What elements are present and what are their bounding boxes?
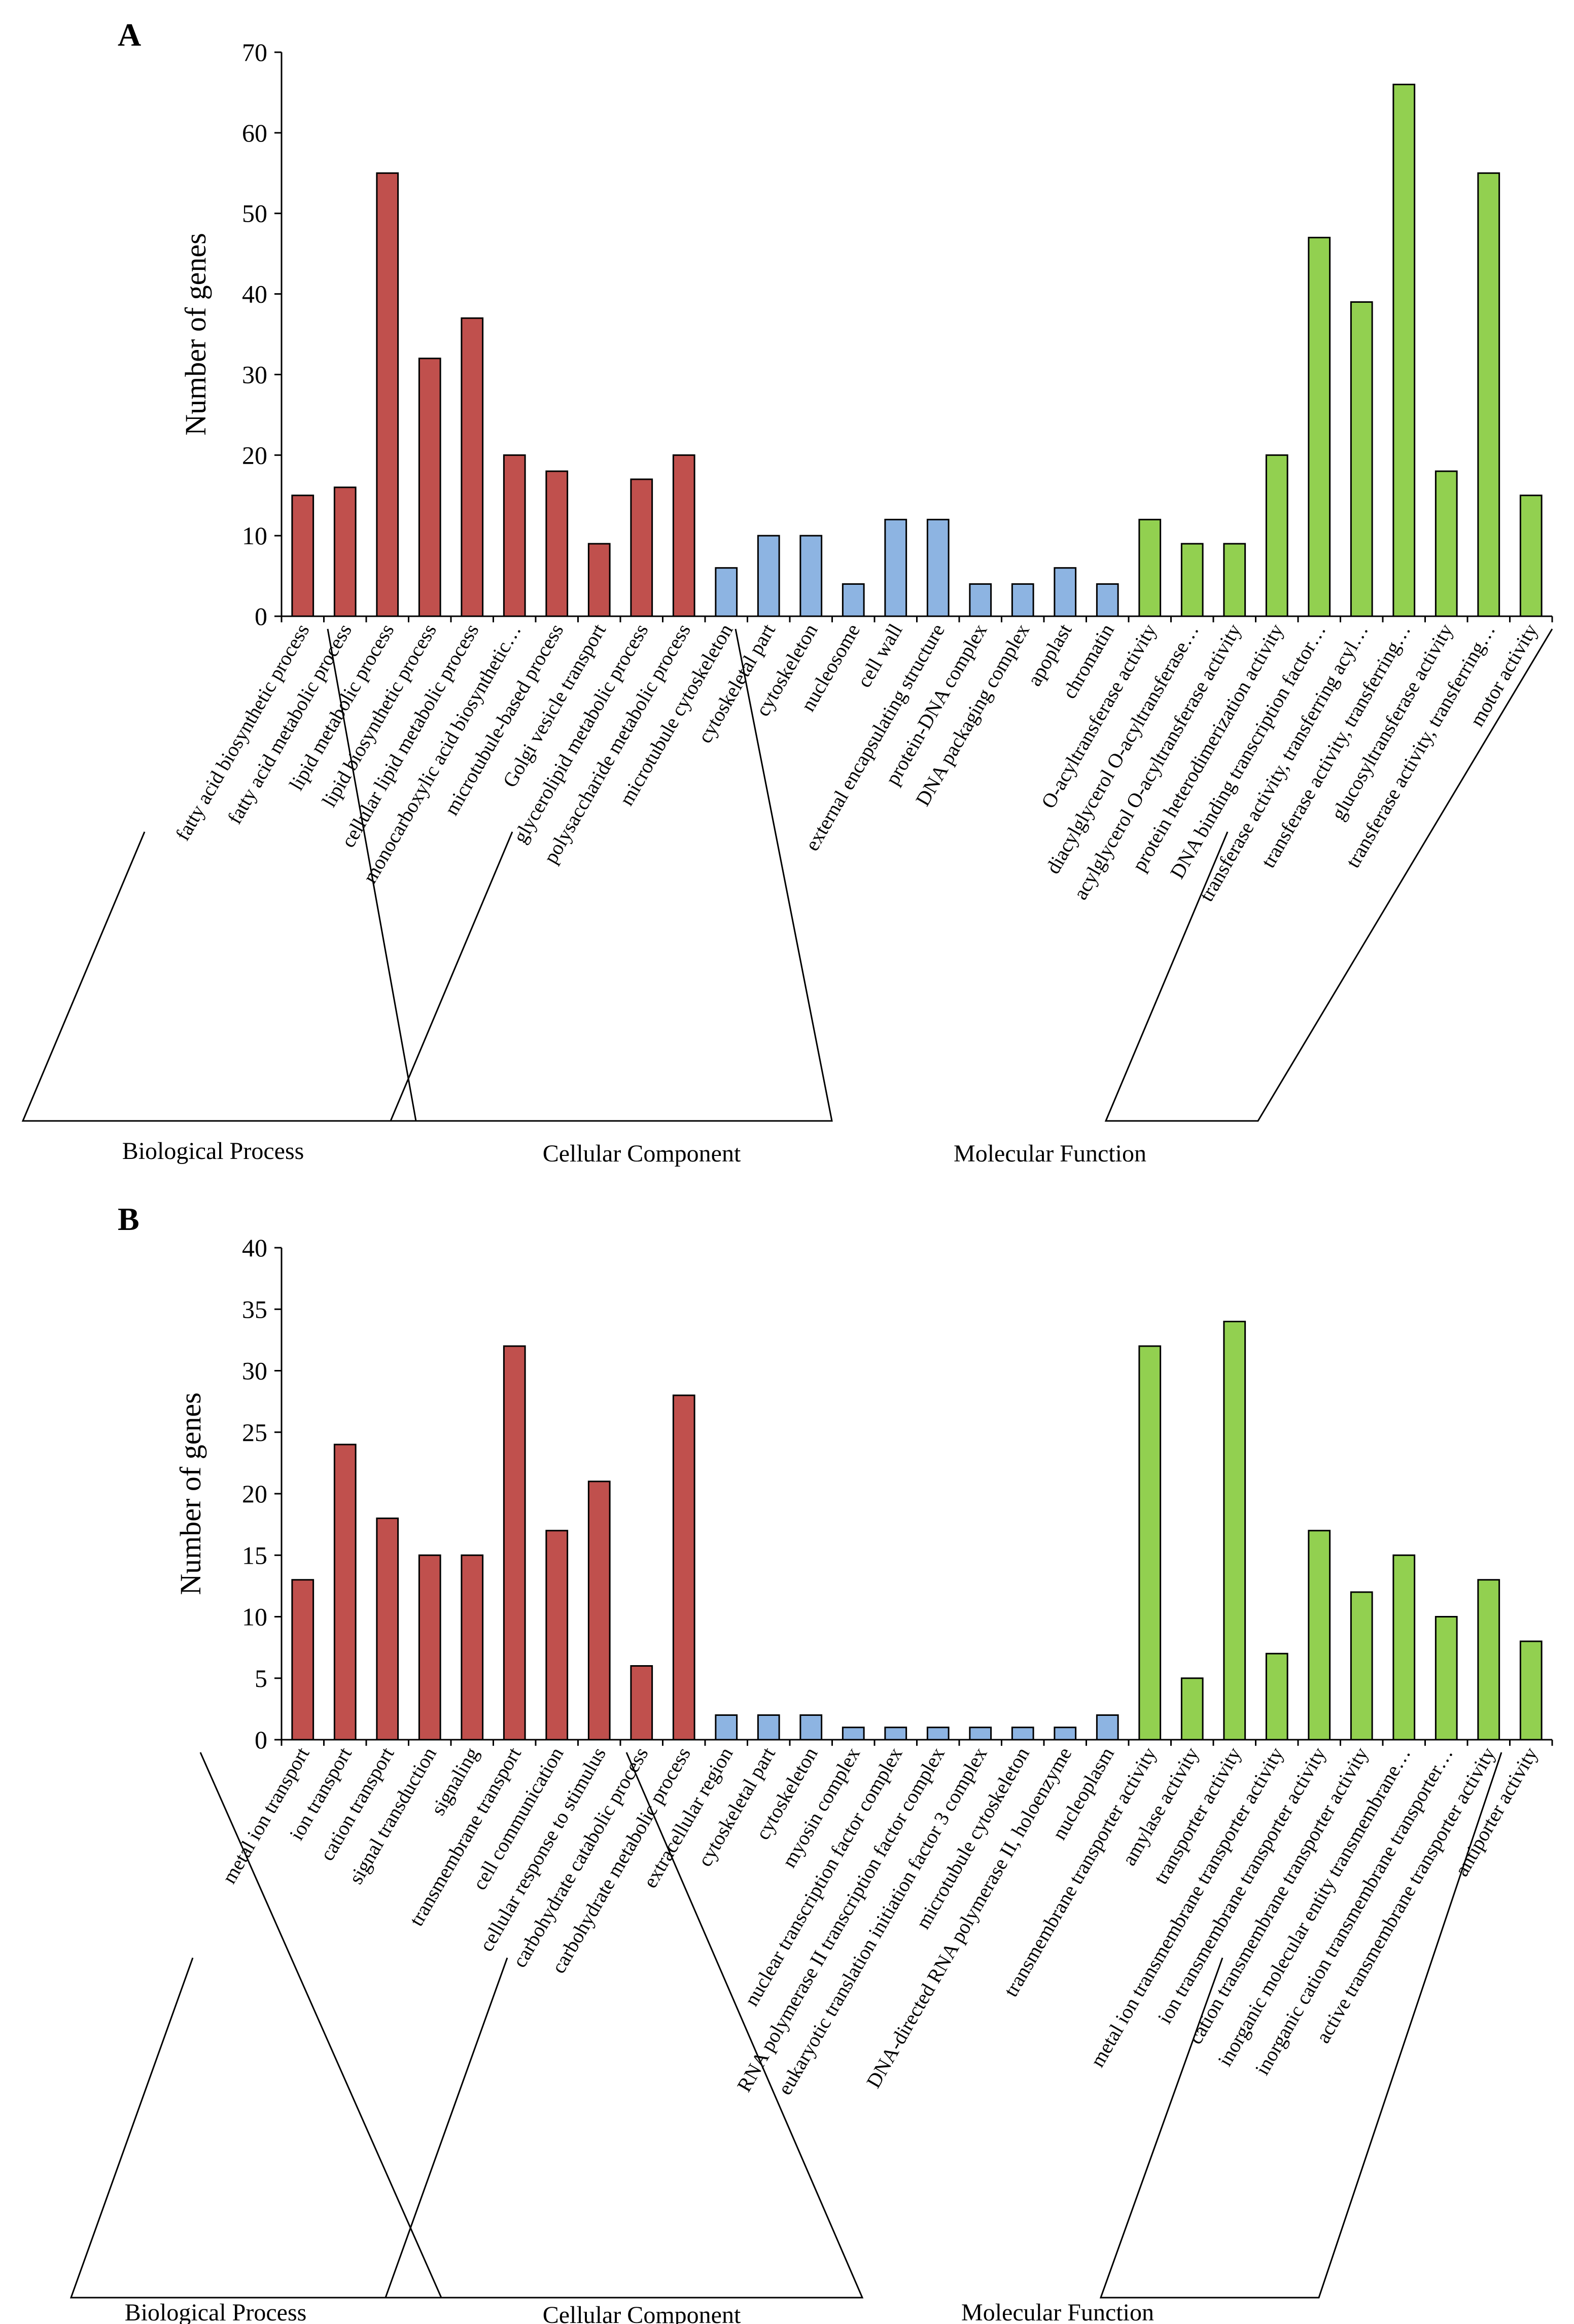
panel-a-bar xyxy=(1138,518,1162,617)
panel-b-bar xyxy=(545,1530,569,1741)
panel-a-y-axis-label: Number of genes xyxy=(179,233,212,435)
panel-b-bar xyxy=(715,1714,738,1741)
panel-a-y-tick-label: 20 xyxy=(242,441,267,469)
panel-b-bar xyxy=(1180,1677,1204,1741)
panel-b-letter: B xyxy=(118,1201,139,1237)
panel-b-y-axis-label: Number of genes xyxy=(174,1392,207,1595)
panel-a-bar xyxy=(291,495,314,617)
panel-a-letter: A xyxy=(118,17,141,53)
panel-a-biological-process-bracket xyxy=(21,628,417,1122)
panel-b-y-tick-label: 30 xyxy=(242,1357,267,1385)
panel-b-biological-process-bracket xyxy=(69,1752,443,2299)
panel-b-biological-process-label: Biological Process xyxy=(125,2299,307,2324)
panel-a-bar xyxy=(1435,470,1458,617)
panel-b-bar xyxy=(1138,1345,1162,1741)
panel-a-bar xyxy=(1308,236,1331,617)
panel-b-bar xyxy=(799,1714,823,1741)
panel-a-y-tick-label: 10 xyxy=(242,521,267,550)
panel-a-bar xyxy=(587,543,611,617)
panel-a-bar xyxy=(418,358,441,617)
panel-b-bar xyxy=(1011,1727,1034,1741)
panel-b-bar xyxy=(672,1394,695,1741)
panel-b-bar xyxy=(757,1714,780,1741)
panel-a-bar xyxy=(461,317,484,617)
panel-b-bar xyxy=(503,1345,526,1741)
panel-a-bar xyxy=(630,478,653,617)
panel-a-y-tick-label: 40 xyxy=(242,280,267,308)
panel-a-molecular-function-bracket xyxy=(1104,628,1553,1122)
panel-b-y-tick-label: 0 xyxy=(255,1726,267,1754)
panel-a-bar xyxy=(1477,172,1500,617)
panel-b-bar xyxy=(461,1554,484,1741)
panel-b-bar xyxy=(1350,1591,1373,1741)
panel-a-bar xyxy=(799,535,823,617)
panel-b-bar xyxy=(884,1727,907,1741)
panel-b-bar xyxy=(630,1665,653,1741)
panel-b-y-tick-label: 20 xyxy=(242,1480,267,1508)
panel-a-bar xyxy=(757,535,780,617)
panel-b-molecular-function-bracket xyxy=(1099,1752,1502,2299)
panel-b-cellular-component-label: Cellular Component xyxy=(543,2302,741,2324)
panel-a-bar xyxy=(1180,543,1204,617)
panel-b-y-tick-label: 10 xyxy=(242,1603,267,1631)
panel-b-bar xyxy=(926,1727,950,1741)
panel-a-bar xyxy=(715,567,738,617)
panel-a-bar xyxy=(333,486,357,617)
panel-b-y-tick-label: 40 xyxy=(242,1234,267,1262)
panel-b-y-tick-label: 15 xyxy=(242,1541,267,1569)
panel-b-bar xyxy=(1223,1321,1246,1741)
panel-a-bar xyxy=(672,454,695,617)
panel-a-bar xyxy=(1350,301,1373,617)
panel-a-bar xyxy=(842,583,865,617)
panel-a-molecular-function-label: Molecular Function xyxy=(954,1140,1146,1167)
panel-b-bar xyxy=(1096,1714,1119,1741)
panel-a-bar xyxy=(969,583,992,617)
panel-b-bar xyxy=(1392,1554,1416,1741)
panel-a-y-tick-label: 0 xyxy=(255,602,267,630)
panel-a-bar xyxy=(1519,495,1543,617)
panel-a-bar xyxy=(1223,543,1246,617)
panel-a-bar xyxy=(884,518,907,617)
panel-b-bar xyxy=(1308,1530,1331,1741)
panel-b-molecular-function-label: Molecular Function xyxy=(961,2299,1154,2324)
panel-a-y-tick-label: 50 xyxy=(242,199,267,228)
panel-a-bar xyxy=(376,172,399,617)
panel-b-bar xyxy=(1435,1616,1458,1741)
panel-a-y-tick-label: 60 xyxy=(242,119,267,147)
panel-b-bar xyxy=(1054,1727,1077,1741)
panel-b-bar xyxy=(418,1554,441,1741)
panel-b-y-tick-label: 35 xyxy=(242,1295,267,1323)
panel-a-bar xyxy=(545,470,569,617)
panel-a-cellular-component-bracket xyxy=(389,628,833,1122)
panel-a-bar xyxy=(1096,583,1119,617)
panel-b-y-tick-label: 25 xyxy=(242,1418,267,1447)
panel-b-bar xyxy=(1477,1579,1500,1741)
panel-b-bar xyxy=(376,1518,399,1741)
panel-a-bar xyxy=(1054,567,1077,617)
panel-a-bar xyxy=(503,454,526,617)
panel-b-bar xyxy=(969,1727,992,1741)
panel-a-bar xyxy=(1265,454,1288,617)
panel-b-bar xyxy=(1519,1640,1543,1741)
panel-a-biological-process-label: Biological Process xyxy=(122,1138,304,1165)
panel-a-y-tick-label: 30 xyxy=(242,360,267,389)
panel-a-y-tick-label: 70 xyxy=(242,38,267,66)
panel-b-bar xyxy=(291,1579,314,1741)
panel-b-bar xyxy=(333,1443,357,1741)
panel-b-cellular-component-bracket xyxy=(384,1752,864,2299)
panel-a-bar xyxy=(926,518,950,617)
panel-b-bar xyxy=(587,1481,611,1741)
panel-b-bar xyxy=(842,1727,865,1741)
panel-a-bar xyxy=(1392,84,1416,617)
panel-a-cellular-component-label: Cellular Component xyxy=(543,1140,741,1167)
panel-b-y-tick-label: 5 xyxy=(255,1664,267,1693)
panel-a-bar xyxy=(1011,583,1034,617)
panel-b-bar xyxy=(1265,1652,1288,1741)
